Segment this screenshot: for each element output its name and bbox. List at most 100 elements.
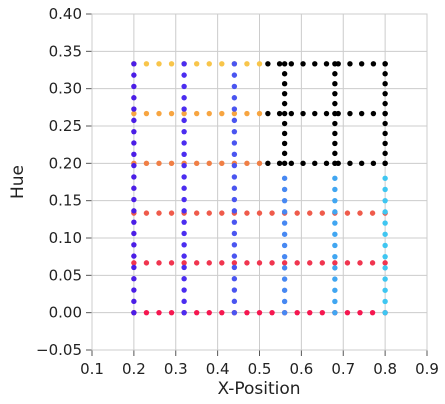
data-point bbox=[231, 242, 238, 248]
data-point bbox=[206, 110, 212, 117]
data-point bbox=[181, 117, 187, 124]
data-point bbox=[281, 90, 288, 97]
data-point bbox=[131, 162, 137, 169]
data-point bbox=[231, 128, 238, 135]
data-point bbox=[143, 61, 150, 67]
data-point bbox=[312, 110, 318, 117]
data-point bbox=[357, 309, 363, 316]
data-point bbox=[131, 230, 137, 237]
data-point bbox=[281, 61, 288, 67]
data-point bbox=[244, 160, 250, 167]
y-tick-label: −0.05 bbox=[36, 341, 82, 359]
data-point bbox=[206, 210, 212, 216]
data-point bbox=[231, 219, 238, 225]
data-point bbox=[369, 260, 376, 266]
data-point bbox=[382, 120, 388, 127]
data-point bbox=[265, 61, 271, 67]
data-point bbox=[382, 276, 388, 282]
data-point bbox=[219, 260, 225, 266]
data-point bbox=[307, 210, 313, 216]
data-point bbox=[382, 209, 388, 215]
data-point bbox=[332, 120, 338, 127]
data-point bbox=[181, 106, 187, 112]
data-point bbox=[323, 110, 330, 117]
y-axis-label: Hue bbox=[8, 165, 28, 199]
data-point bbox=[276, 160, 283, 167]
data-point bbox=[332, 130, 338, 137]
data-point bbox=[231, 61, 238, 67]
data-point bbox=[382, 197, 388, 204]
data-point bbox=[131, 276, 137, 282]
data-point bbox=[131, 83, 137, 90]
data-point bbox=[281, 110, 288, 117]
data-point bbox=[332, 81, 338, 87]
data-point bbox=[181, 83, 187, 90]
data-point bbox=[332, 175, 338, 181]
data-point bbox=[244, 309, 250, 316]
data-point bbox=[312, 160, 318, 167]
data-point bbox=[369, 309, 376, 316]
data-point bbox=[276, 61, 283, 67]
data-point bbox=[231, 260, 238, 266]
data-point bbox=[156, 309, 162, 316]
data-point bbox=[300, 160, 306, 167]
data-point bbox=[332, 209, 338, 215]
x-tick-label: 0.3 bbox=[164, 360, 188, 378]
data-point bbox=[370, 160, 377, 167]
data-point bbox=[276, 110, 283, 117]
data-point bbox=[231, 95, 238, 101]
x-axis-label: X-Position bbox=[217, 379, 300, 399]
data-point bbox=[131, 309, 137, 316]
data-point bbox=[323, 61, 330, 67]
data-point bbox=[332, 231, 338, 237]
data-point bbox=[281, 130, 288, 137]
data-point bbox=[181, 298, 187, 305]
data-point bbox=[181, 162, 187, 169]
data-point bbox=[281, 150, 288, 157]
data-point bbox=[131, 260, 137, 266]
data-point bbox=[265, 160, 271, 167]
data-point bbox=[319, 309, 326, 316]
data-point bbox=[382, 150, 388, 157]
data-point bbox=[143, 210, 150, 216]
data-point bbox=[323, 160, 330, 167]
data-point bbox=[231, 230, 238, 237]
data-point bbox=[181, 185, 187, 191]
data-point bbox=[281, 197, 288, 204]
data-point bbox=[332, 309, 338, 316]
data-point bbox=[231, 174, 238, 180]
data-point bbox=[256, 61, 263, 67]
x-tick-label: 0.4 bbox=[206, 360, 230, 378]
data-point bbox=[181, 95, 187, 101]
data-point bbox=[131, 117, 137, 124]
data-point bbox=[382, 220, 388, 226]
data-point bbox=[256, 210, 263, 216]
data-point bbox=[131, 219, 137, 225]
data-point bbox=[156, 61, 162, 67]
data-point bbox=[131, 185, 137, 191]
data-point bbox=[332, 220, 338, 226]
x-tick-label: 0.8 bbox=[373, 360, 397, 378]
data-point bbox=[181, 219, 187, 225]
data-point bbox=[231, 140, 238, 146]
data-point bbox=[307, 260, 313, 266]
data-point bbox=[382, 253, 388, 260]
data-point bbox=[231, 185, 238, 191]
data-point bbox=[181, 264, 187, 271]
data-point bbox=[131, 106, 137, 112]
data-point bbox=[281, 140, 288, 147]
data-point bbox=[131, 128, 137, 135]
data-point bbox=[231, 106, 238, 112]
data-point bbox=[156, 160, 162, 167]
data-point bbox=[358, 160, 365, 167]
data-point bbox=[219, 160, 225, 167]
data-point bbox=[332, 110, 338, 117]
data-point bbox=[347, 160, 353, 167]
data-point bbox=[181, 208, 187, 214]
data-point bbox=[382, 71, 388, 77]
data-point bbox=[168, 309, 175, 316]
data-point bbox=[231, 298, 238, 305]
data-point bbox=[382, 175, 388, 181]
data-point bbox=[281, 276, 288, 282]
data-point bbox=[131, 253, 137, 259]
